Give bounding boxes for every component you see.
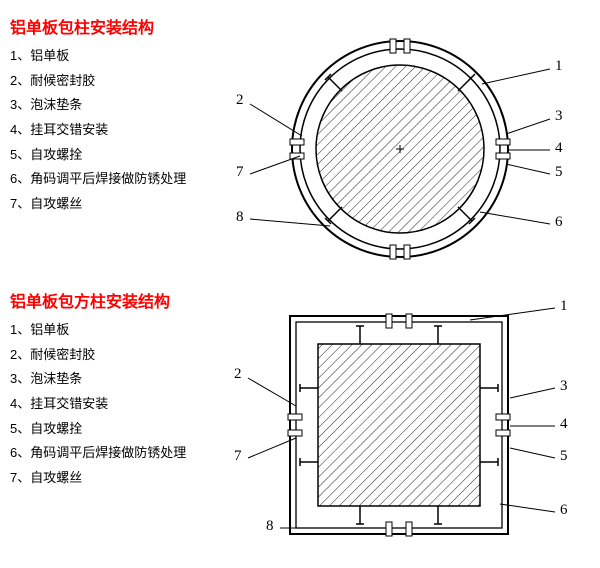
callout: 4 (560, 416, 568, 433)
callout: 7 (234, 448, 242, 465)
callout: 1 (555, 58, 563, 75)
legend-item: 5、自攻螺拴 (10, 143, 186, 168)
callout: 3 (560, 378, 568, 395)
legend-item: 2、耐候密封胶 (10, 69, 186, 94)
callout: 7 (236, 164, 244, 181)
callout: 6 (555, 214, 563, 231)
legend-item: 1、铝单板 (10, 318, 186, 343)
callout: 2 (236, 92, 244, 109)
figure-square: 1 3 4 5 6 2 7 8 (230, 298, 590, 553)
legend-2: 1、铝单板 2、耐候密封胶 3、泡沫垫条 4、挂耳交错安装 5、自攻螺拴 6、角… (10, 318, 186, 491)
section-circular: 铝单板包柱安装结构 1、铝单板 2、耐候密封胶 3、泡沫垫条 4、挂耳交错安装 … (10, 14, 590, 284)
legend-item: 6、角码调平后焊接做防锈处理 (10, 441, 186, 466)
legend-item: 2、耐候密封胶 (10, 343, 186, 368)
legend-1: 1、铝单板 2、耐候密封胶 3、泡沫垫条 4、挂耳交错安装 5、自攻螺拴 6、角… (10, 44, 186, 217)
legend-item: 3、泡沫垫条 (10, 93, 186, 118)
legend-item: 7、自攻螺丝 (10, 192, 186, 217)
section-square: 铝单板包方柱安装结构 1、铝单板 2、耐候密封胶 3、泡沫垫条 4、挂耳交错安装… (10, 288, 590, 558)
legend-item: 4、挂耳交错安装 (10, 392, 186, 417)
callout: 8 (236, 209, 244, 226)
square-svg (230, 298, 590, 548)
callout: 1 (560, 298, 568, 315)
callout: 5 (560, 448, 568, 465)
legend-item: 4、挂耳交错安装 (10, 118, 186, 143)
legend-item: 6、角码调平后焊接做防锈处理 (10, 167, 186, 192)
legend-item: 5、自攻螺拴 (10, 417, 186, 442)
callout: 2 (234, 366, 242, 383)
legend-item: 3、泡沫垫条 (10, 367, 186, 392)
callout: 6 (560, 502, 568, 519)
legend-item: 1、铝单板 (10, 44, 186, 69)
callout: 5 (555, 164, 563, 181)
callout: 4 (555, 140, 563, 157)
circular-svg (230, 24, 590, 274)
callout: 8 (266, 518, 274, 535)
legend-item: 7、自攻螺丝 (10, 466, 186, 491)
callout: 3 (555, 108, 563, 125)
figure-circular: 1 3 4 5 6 2 7 8 (230, 24, 590, 279)
